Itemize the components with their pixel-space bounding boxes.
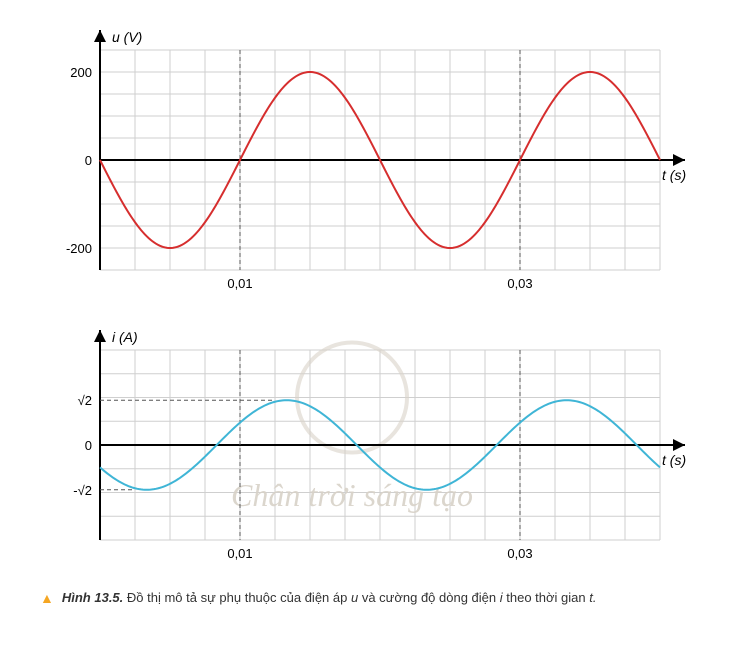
caption-text: Hình 13.5. Đồ thị mô tả sự phụ thuộc của…	[62, 590, 597, 605]
svg-text:√2: √2	[78, 393, 92, 408]
svg-text:i (A): i (A)	[112, 329, 138, 345]
svg-text:0,03: 0,03	[507, 276, 532, 291]
current-chart-svg: Chân trời sáng tạo i (A) t (s) √2 0 -√2 0,01 0,…	[20, 320, 720, 570]
svg-text:0: 0	[85, 438, 92, 453]
caption-part-b: và cường độ dòng điện	[358, 590, 500, 605]
caption-label: Hình 13.5.	[62, 590, 123, 605]
voltage-chart-svg: u (V) t (s) -200 0 200 0,01 0,03	[20, 20, 720, 300]
svg-text:0: 0	[85, 153, 92, 168]
svg-text:t (s): t (s)	[662, 167, 686, 183]
caption-part-a: Đồ thị mô tả sự phụ thuộc của điện áp	[127, 590, 351, 605]
svg-text:u (V): u (V)	[112, 29, 142, 45]
svg-text:t (s): t (s)	[662, 452, 686, 468]
caption-marker-icon: ▲	[40, 590, 54, 606]
svg-text:0,01: 0,01	[227, 276, 252, 291]
svg-text:200: 200	[70, 65, 92, 80]
svg-text:0,01: 0,01	[227, 546, 252, 561]
voltage-chart: u (V) t (s) -200 0 200 0,01 0,03	[20, 20, 731, 300]
figure-caption: ▲ Hình 13.5. Đồ thị mô tả sự phụ thuộc c…	[20, 590, 731, 606]
svg-text:-√2: -√2	[73, 483, 92, 498]
current-chart: Chân trời sáng tạo i (A) t (s) √2 0 -√2 0,01 0,…	[20, 320, 731, 570]
svg-text:0,03: 0,03	[507, 546, 532, 561]
svg-text:-200: -200	[66, 241, 92, 256]
caption-part-c: theo thời gian	[503, 590, 590, 605]
caption-var-t: t.	[589, 590, 596, 605]
svg-text:Chân trời sáng tạo: Chân trời sáng tạo	[231, 477, 473, 513]
